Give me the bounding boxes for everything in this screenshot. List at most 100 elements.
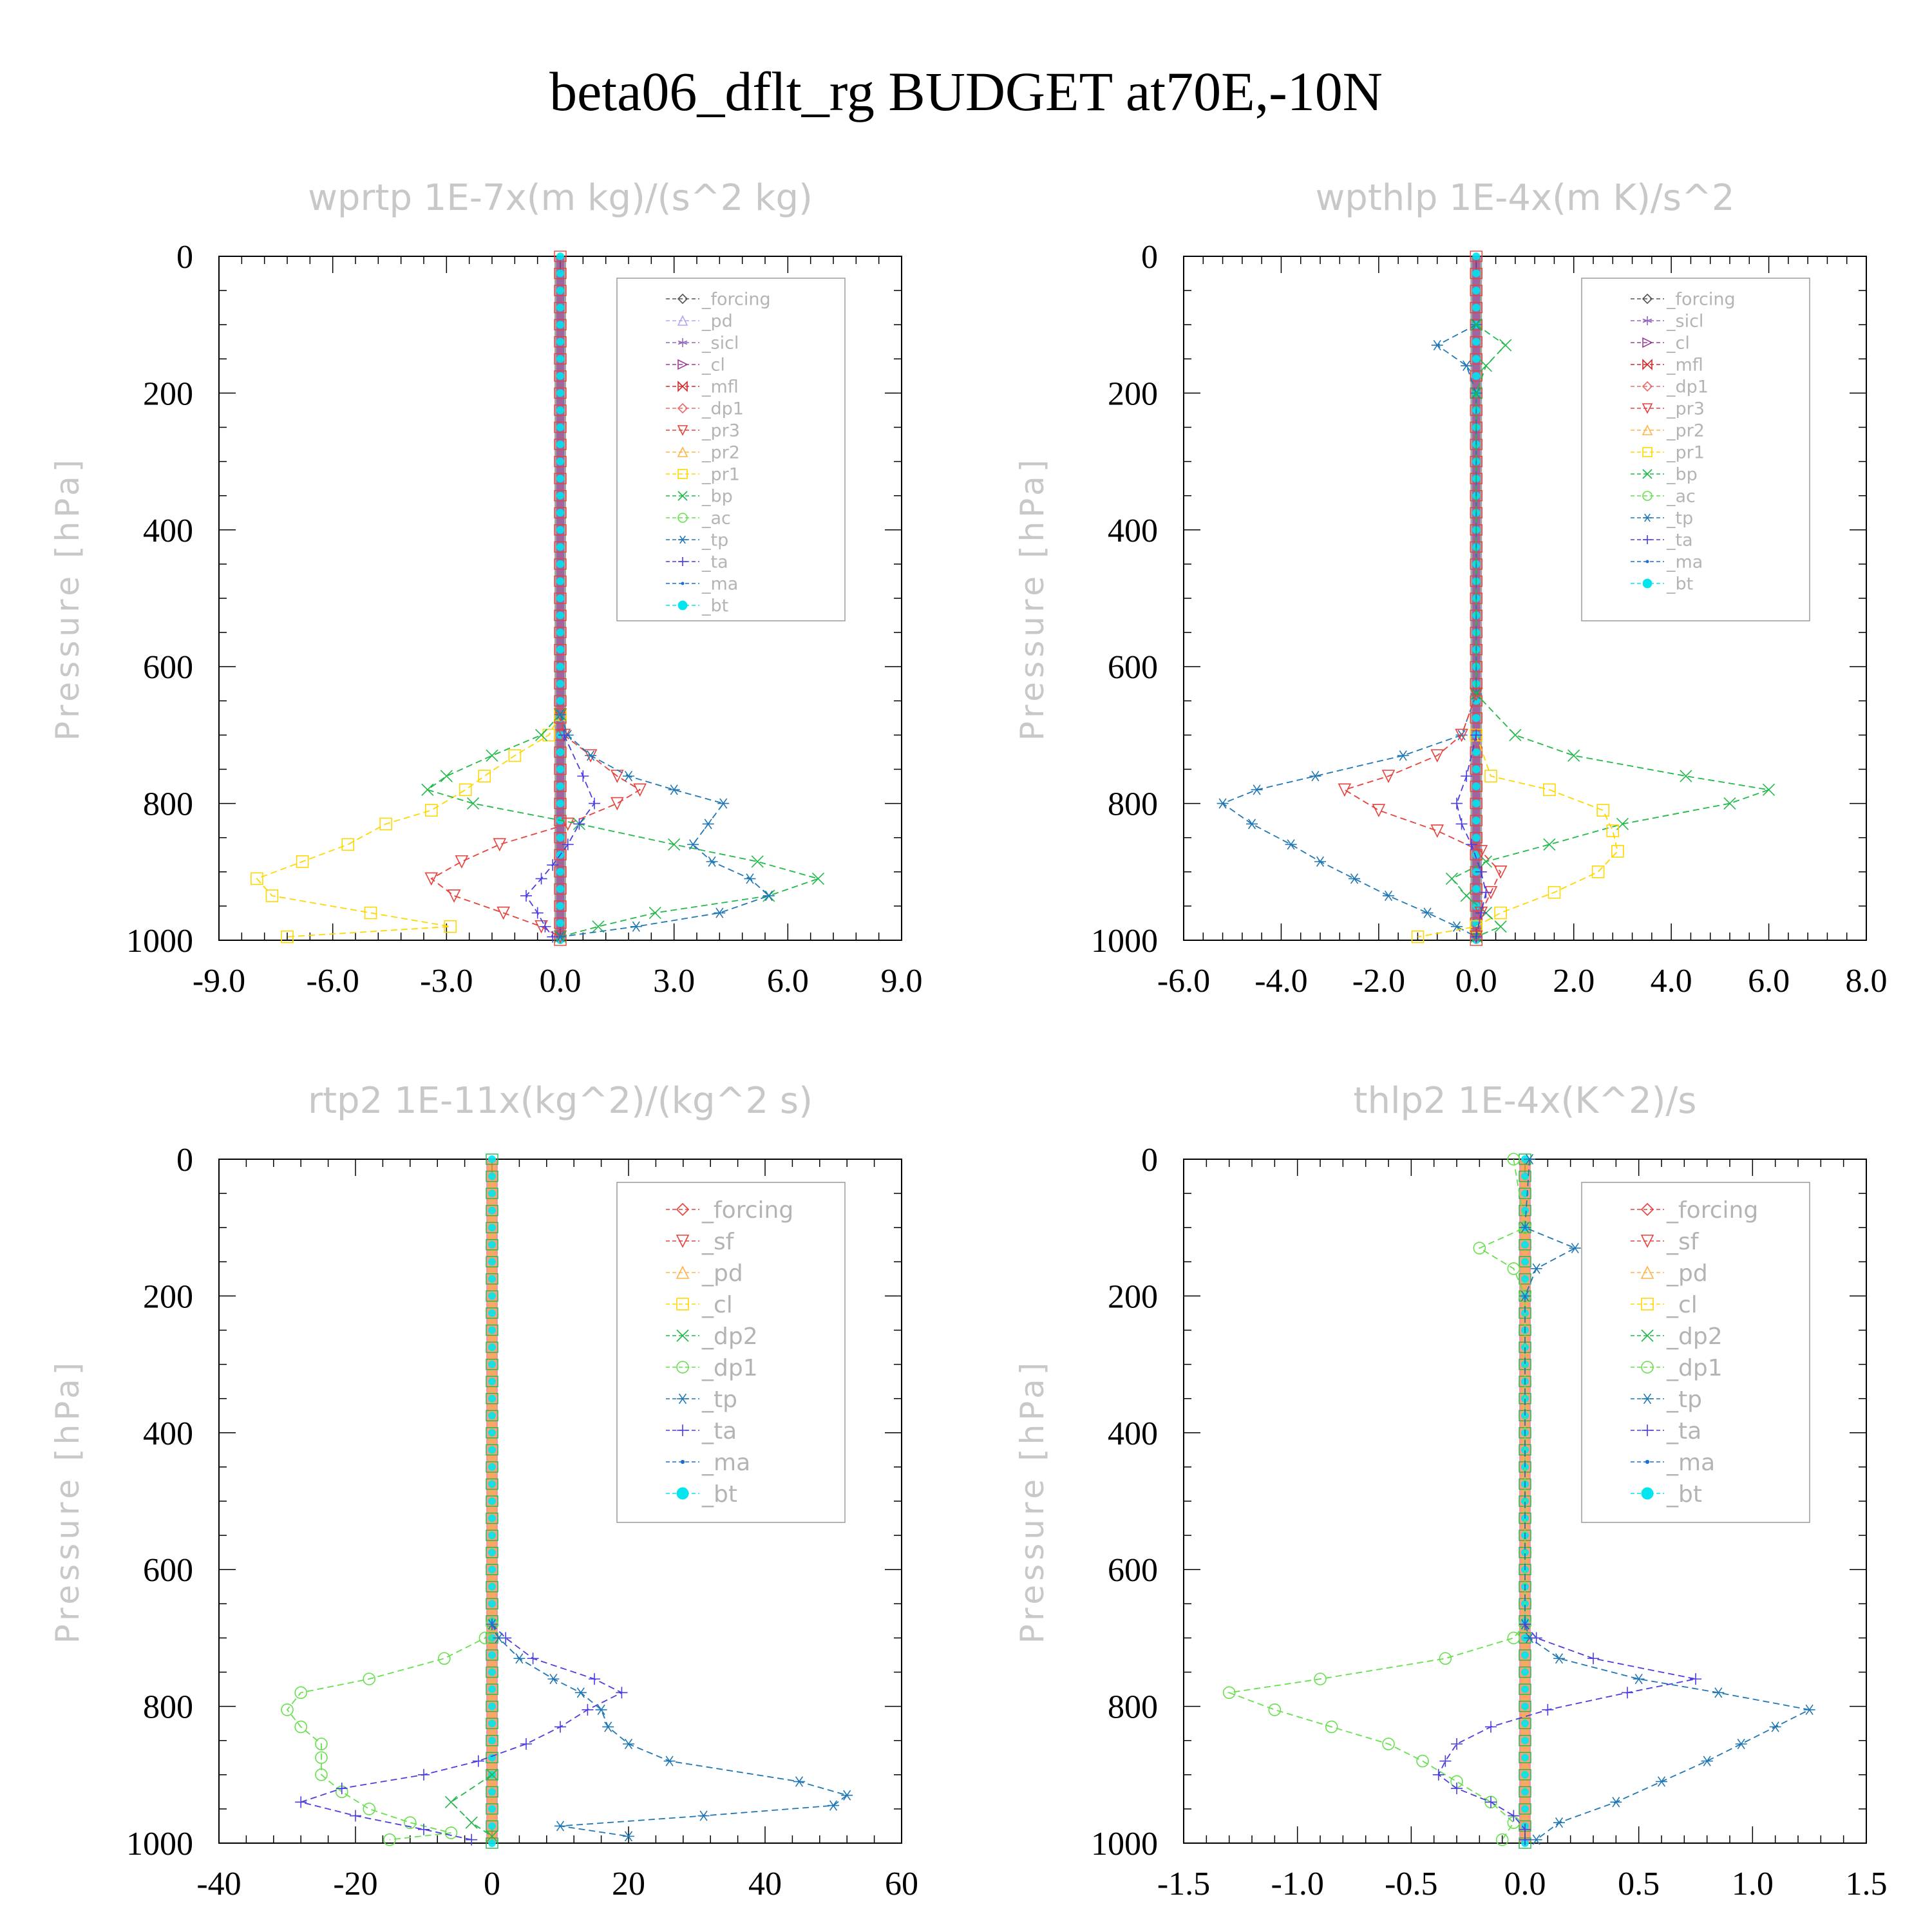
data-point (1470, 318, 1482, 331)
data-point (1587, 1653, 1599, 1665)
data-point (424, 804, 438, 817)
bt-marker (488, 1360, 496, 1368)
legend-marker (677, 315, 688, 326)
bt-marker (1521, 1736, 1529, 1745)
x-tick-label: 1.0 (1732, 1866, 1774, 1902)
zero-stack-marker (1519, 1718, 1531, 1729)
y-axis-label: Pressure [hPa] (49, 1359, 86, 1644)
data-point (444, 1826, 458, 1839)
legend-label: _bp (1666, 465, 1698, 485)
data-point (1610, 1797, 1622, 1808)
bt-marker (556, 629, 564, 637)
bt-marker (556, 475, 564, 483)
legend-item_ac: _ac (666, 509, 731, 529)
x-tick-label: -2.0 (1352, 963, 1405, 999)
data-point (623, 1831, 634, 1842)
x-tick-label: -6.0 (1157, 963, 1210, 999)
data-point (811, 872, 825, 885)
zero-stack-marker (1519, 1700, 1531, 1712)
data-point (751, 855, 764, 868)
bt-marker (1521, 1412, 1529, 1420)
zero-stack-marker (554, 900, 567, 912)
bt-marker (1521, 1258, 1529, 1266)
bt-marker (488, 1446, 496, 1454)
zero-stack-marker (1470, 251, 1482, 262)
bt-marker (488, 1514, 496, 1522)
bt-marker (556, 287, 564, 295)
data-point (466, 1833, 478, 1846)
zero-stack-marker (554, 627, 567, 638)
y-tick-label: 0 (176, 1142, 193, 1179)
legend-marker (1642, 491, 1653, 501)
series-line (256, 714, 561, 938)
zero-stack-marker (554, 541, 567, 553)
bt-marker (556, 269, 564, 278)
legend-item_ta: _ta (666, 553, 728, 573)
bt-marker (556, 748, 564, 756)
data-point (294, 1686, 308, 1700)
legend-label: _sf (701, 1229, 735, 1255)
y-tick-label: 1000 (126, 923, 193, 960)
data-point (1461, 360, 1473, 372)
x-tick-label: -4.0 (1255, 963, 1307, 999)
bt-marker (556, 799, 564, 808)
zero-stack-marker (554, 609, 567, 621)
data-point (1455, 818, 1468, 830)
bt-marker (1472, 799, 1481, 808)
zero-stack-marker (1470, 336, 1482, 348)
data-point (616, 1687, 628, 1699)
zero-stack-marker (554, 746, 567, 758)
data-point (1285, 839, 1297, 850)
bt-marker (1521, 1360, 1529, 1368)
data-point (1519, 1823, 1531, 1835)
legend-item_bt: _bt (1631, 574, 1693, 594)
data-point (1622, 1687, 1633, 1699)
bt-marker (1521, 1668, 1529, 1676)
x-tick-label: -6.0 (307, 963, 359, 999)
legend-label: _dp1 (1666, 1355, 1723, 1381)
y-tick-label: 200 (1108, 375, 1158, 412)
legend-marker (677, 359, 688, 370)
legend-marker (1641, 1298, 1654, 1311)
bt-marker (1521, 1702, 1529, 1710)
data-point (1381, 770, 1396, 783)
zero-stack-marker (1519, 1683, 1531, 1695)
legend-item_dp1: _dp1 (1631, 1355, 1723, 1381)
data-point (717, 798, 730, 809)
data-point (1484, 770, 1497, 782)
legend-marker (677, 338, 688, 347)
zero-stack-marker (554, 251, 567, 262)
bt-marker (1472, 748, 1481, 756)
legend-item_cl: _cl (1631, 334, 1690, 354)
data-point (1246, 819, 1258, 829)
zero-stack-marker (554, 592, 567, 604)
legend-item_dp1: _dp1 (1631, 377, 1709, 397)
legend-label: _pd (701, 312, 733, 332)
data-point (1485, 1796, 1497, 1808)
bt-marker (1472, 817, 1481, 825)
data-point (437, 1652, 451, 1665)
x-tick-label: 0 (484, 1866, 500, 1902)
bt-marker (488, 1274, 496, 1283)
bt-marker (1472, 714, 1481, 722)
data-point (1508, 1810, 1520, 1822)
bt-marker (488, 1172, 496, 1180)
legend-item_bp: _bp (1631, 465, 1698, 485)
zero-stack-marker (554, 421, 567, 433)
legend-marker (1645, 1459, 1650, 1464)
bt-marker (488, 1839, 496, 1847)
legend-label: _ta (701, 553, 728, 573)
data-point (1611, 845, 1624, 858)
legend-item_dp1: _dp1 (666, 399, 744, 419)
data-point (574, 1687, 587, 1698)
data-point (1474, 845, 1488, 858)
y-tick-label: 600 (1108, 1552, 1158, 1589)
data-point (1723, 797, 1736, 810)
legend-item_pr3: _pr3 (1631, 399, 1705, 419)
bt-marker (556, 663, 564, 671)
data-point (1519, 1618, 1531, 1631)
zero-stack-marker (554, 285, 567, 296)
x-tick-label: -20 (333, 1866, 377, 1902)
